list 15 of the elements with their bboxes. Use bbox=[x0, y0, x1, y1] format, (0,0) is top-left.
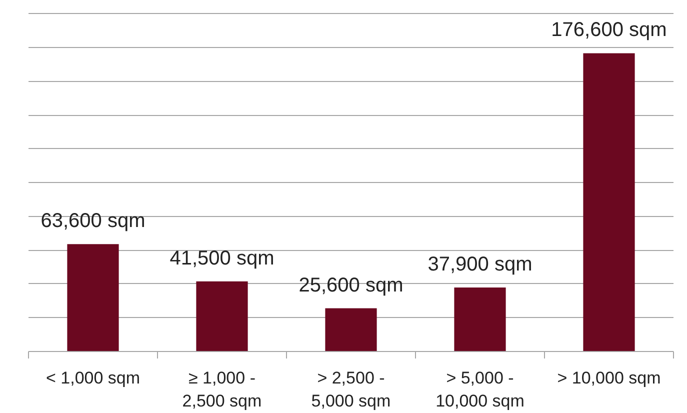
data-label: 37,900 sqm bbox=[428, 253, 532, 276]
x-tick-label: > 5,000 - 10,000 sqm bbox=[436, 368, 524, 410]
x-tick-label: ≥ 1,000 - 2,500 sqm bbox=[182, 368, 262, 410]
bar bbox=[325, 308, 377, 352]
data-label: 25,600 sqm bbox=[298, 274, 404, 296]
bar bbox=[583, 53, 635, 352]
data-label: 176,600 sqm bbox=[551, 19, 667, 42]
bar bbox=[196, 281, 248, 352]
bar bbox=[454, 287, 506, 352]
x-tick-label: > 2,500 - 5,000 sqm bbox=[311, 368, 391, 410]
x-tick-label: > 10,000 sqm bbox=[557, 368, 661, 388]
bar bbox=[67, 244, 119, 352]
data-label: 41,500 sqm bbox=[170, 247, 274, 270]
data-label: 63,600 sqm bbox=[40, 210, 146, 232]
x-tick-label: < 1,000 sqm bbox=[46, 368, 140, 388]
